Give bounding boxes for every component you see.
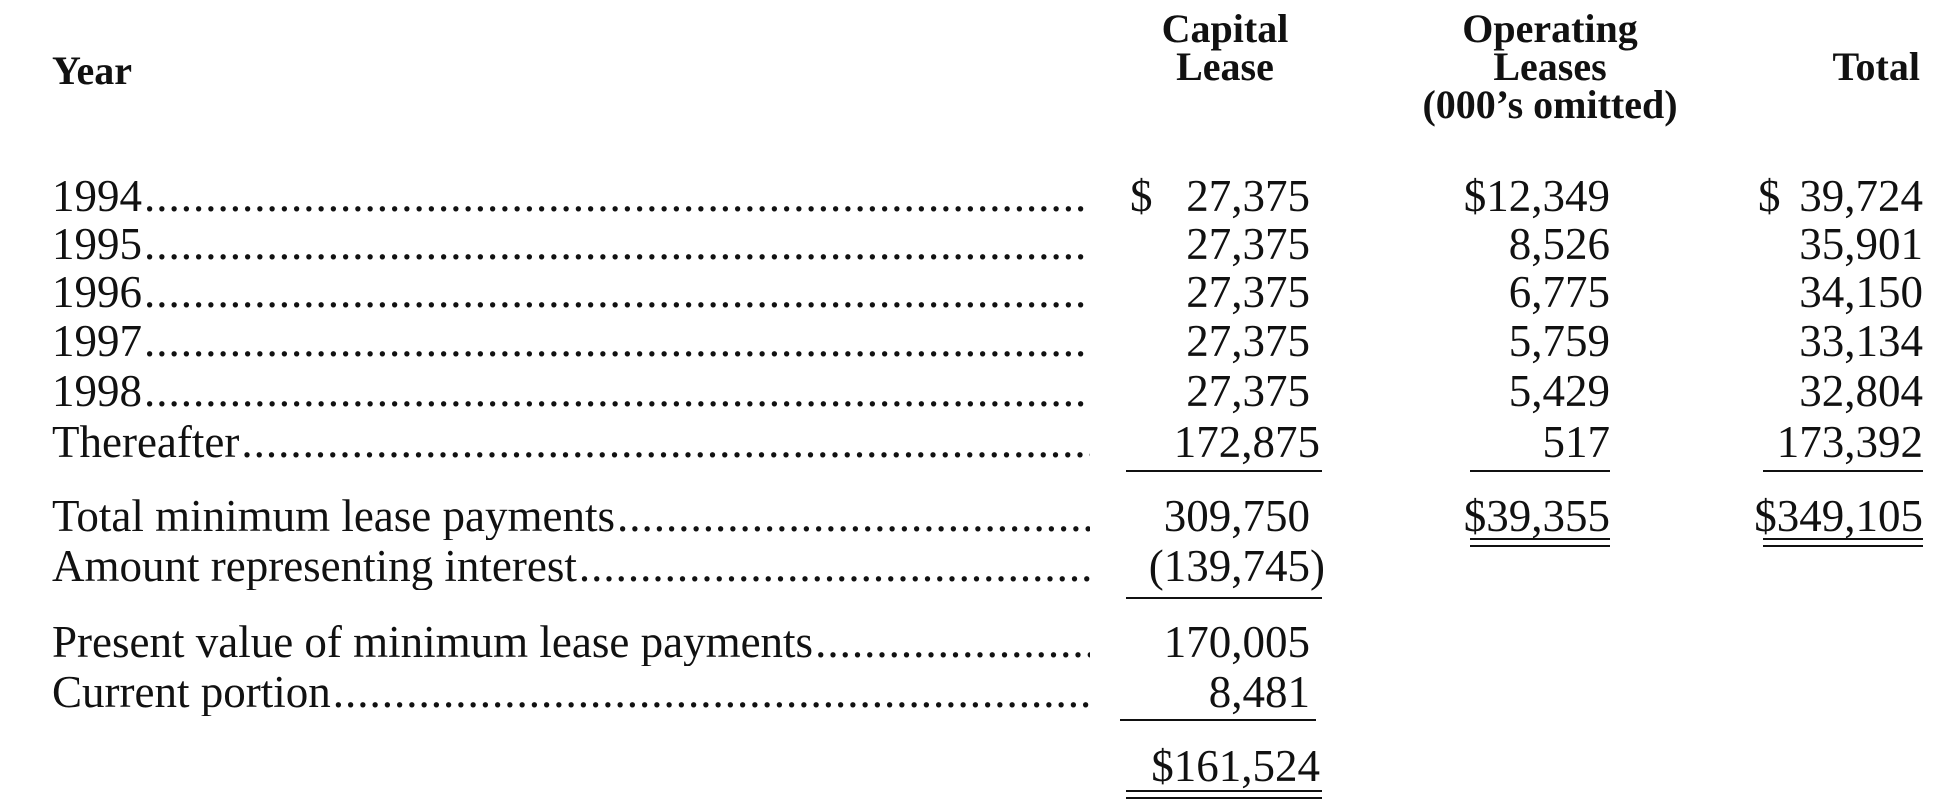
capital-subtotal-rule xyxy=(1126,470,1322,472)
total-1994: 39,724 xyxy=(1799,171,1923,221)
year-header: Year xyxy=(52,48,132,93)
capital-double-rule-top xyxy=(1126,790,1322,792)
total-1998: 32,804 xyxy=(1799,366,1923,416)
operating-subtotal-rule xyxy=(1470,470,1610,472)
capital-1998: 27,375 xyxy=(1186,366,1310,416)
operating-total-minimum: $39,355 xyxy=(1463,491,1610,541)
row-label-1994: 1994....................................… xyxy=(52,172,1090,220)
total-double-rule-bottom xyxy=(1763,545,1923,547)
total-double-rule-top xyxy=(1763,538,1923,540)
row-label-1996: 1996....................................… xyxy=(52,268,1090,316)
row-label-1997: 1997....................................… xyxy=(52,317,1090,365)
row-label-present-value: Present value of minimum lease payments.… xyxy=(52,618,1090,666)
row-label-1995: 1995....................................… xyxy=(52,220,1090,268)
operating-1997: 5,759 xyxy=(1508,316,1610,366)
capital-double-rule-bottom xyxy=(1126,797,1322,799)
total-thereafter: 173,392 xyxy=(1776,417,1923,467)
operating-leases-header: Operating Leases (000’s omitted) xyxy=(1422,6,1678,127)
total-1997: 33,134 xyxy=(1799,316,1923,366)
operating-thereafter: 517 xyxy=(1542,417,1611,467)
row-label-total-minimum: Total minimum lease payments............… xyxy=(52,492,1090,540)
capital-interest-rule xyxy=(1126,597,1322,599)
total-subtotal-rule xyxy=(1763,470,1923,472)
capital-lease-header: Capital Lease xyxy=(1161,6,1289,89)
total-dollar-sign: $ xyxy=(1758,171,1781,221)
capital-interest: (139,745) xyxy=(1148,541,1325,591)
total-header: Total xyxy=(1832,44,1920,89)
capital-present-value: 170,005 xyxy=(1163,617,1310,667)
row-label-thereafter: Thereafter..............................… xyxy=(52,418,1090,466)
capital-1997: 27,375 xyxy=(1186,316,1310,366)
capital-1996: 27,375 xyxy=(1186,267,1310,317)
operating-1996: 6,775 xyxy=(1508,267,1610,317)
total-total-minimum: $349,105 xyxy=(1754,491,1923,541)
row-label-interest: Amount representing interest............… xyxy=(52,542,1090,590)
capital-total-minimum: 309,750 xyxy=(1163,491,1310,541)
operating-double-rule-bottom xyxy=(1470,545,1610,547)
capital-1995: 27,375 xyxy=(1186,219,1310,269)
capital-dollar-sign: $ xyxy=(1130,171,1153,221)
capital-thereafter: 172,875 xyxy=(1173,417,1320,467)
row-label-1998: 1998....................................… xyxy=(52,367,1090,415)
capital-current-portion: 8,481 xyxy=(1208,667,1310,717)
operating-double-rule-top xyxy=(1470,538,1610,540)
operating-1994: $12,349 xyxy=(1463,171,1610,221)
row-label-current-portion: Current portion.........................… xyxy=(52,668,1090,716)
operating-1998: 5,429 xyxy=(1508,366,1610,416)
operating-1995: 8,526 xyxy=(1508,219,1610,269)
total-1996: 34,150 xyxy=(1799,267,1923,317)
capital-long-term: $161,524 xyxy=(1151,741,1320,791)
capital-current-portion-rule xyxy=(1120,719,1316,721)
total-1995: 35,901 xyxy=(1799,219,1923,269)
capital-1994: 27,375 xyxy=(1186,171,1310,221)
